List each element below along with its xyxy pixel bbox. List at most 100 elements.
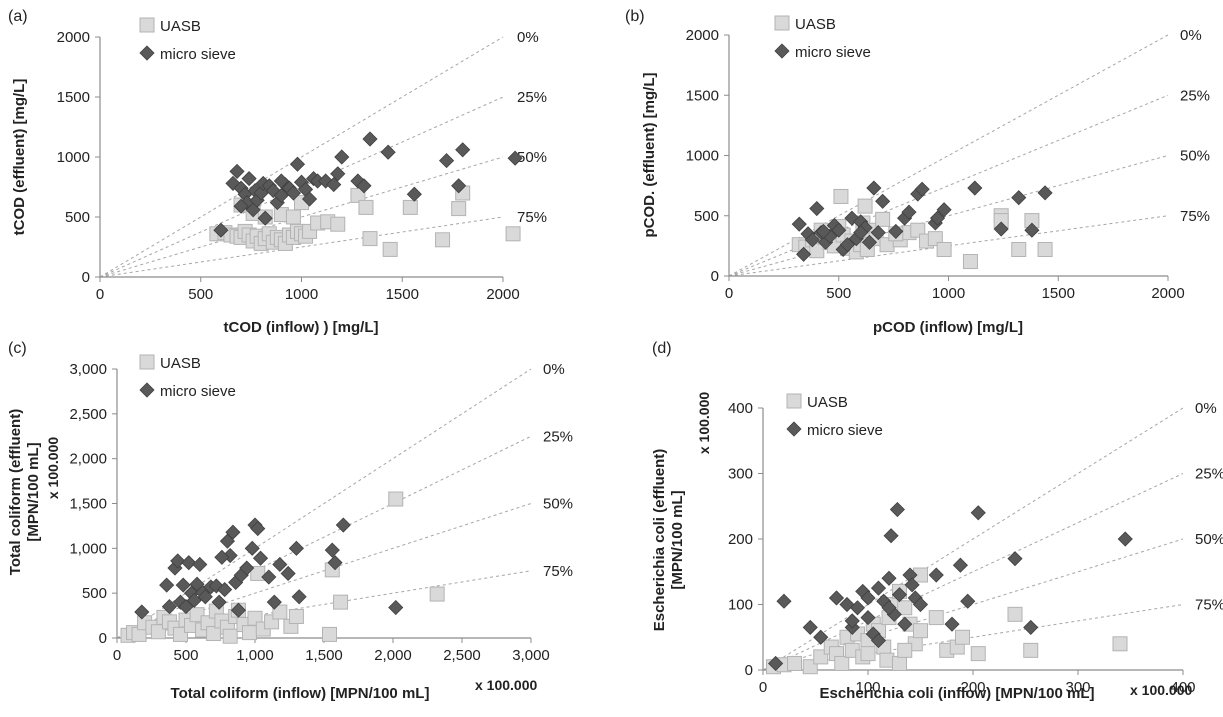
y-tick-label: 100 bbox=[728, 597, 753, 614]
panel-label: (a) bbox=[8, 8, 28, 25]
micro-sieve-point bbox=[804, 232, 820, 248]
micro-sieve-point bbox=[809, 200, 825, 217]
x-multiplier-label: x 100.000 bbox=[475, 677, 537, 693]
x-axis-title: tCOD (inflow) ) [mg/L] bbox=[224, 319, 379, 336]
legend-marker-uasb bbox=[774, 15, 790, 31]
micro-sieve-point bbox=[883, 528, 899, 544]
micro-sieve-point bbox=[914, 181, 930, 197]
uasb-point bbox=[928, 610, 944, 626]
ref-line-3 bbox=[99, 216, 504, 278]
y-tick-label: 2000 bbox=[686, 27, 719, 44]
micro-sieve-point bbox=[229, 163, 245, 179]
micro-sieve-point bbox=[451, 178, 467, 194]
uasb-point bbox=[1037, 241, 1053, 257]
ref-line-3 bbox=[762, 604, 1184, 671]
uasb-point bbox=[206, 626, 222, 642]
x-tick-label: 500 bbox=[173, 647, 198, 664]
micro-sieve-point bbox=[1023, 619, 1039, 635]
ref-line-label: 25% bbox=[1180, 87, 1210, 104]
micro-sieve-point bbox=[170, 553, 186, 569]
uasb-point bbox=[382, 241, 398, 257]
micro-sieve-point bbox=[815, 223, 831, 239]
uasb-point bbox=[1011, 241, 1027, 257]
micro-sieve-point bbox=[289, 156, 306, 172]
y-tick-label: 1,000 bbox=[69, 540, 107, 557]
micro-sieve-point bbox=[802, 619, 818, 635]
micro-sieve-point bbox=[860, 590, 876, 606]
y-tick-label: 1000 bbox=[57, 149, 90, 166]
y-tick-label: 2,500 bbox=[69, 406, 107, 423]
legend-marker-micro-sieve bbox=[139, 45, 155, 61]
ref-line-label: 50% bbox=[517, 149, 547, 166]
legend-label: micro sieve bbox=[160, 46, 236, 63]
micro-sieve-point bbox=[239, 560, 255, 576]
x-tick-label: 1500 bbox=[1042, 285, 1075, 302]
y-tick-label: 2000 bbox=[57, 29, 90, 46]
legend-marker-uasb bbox=[139, 354, 155, 370]
panel-a: 0% 25% 50% 75% 0 500 1000 1500 2000 0 500 1000 1500 2… bbox=[8, 8, 547, 336]
uasb-point bbox=[970, 646, 986, 662]
uasb-point bbox=[936, 241, 952, 257]
y-tick-label: 500 bbox=[82, 585, 107, 602]
micro-sieve-point bbox=[261, 569, 277, 585]
panel-c: 0% 25% 50% 75% 0 500 1,000 1,500 2,000 2,500 3,000… bbox=[7, 340, 573, 702]
y-axis-title: tCOD (effluent) [mg/L] bbox=[11, 79, 28, 236]
micro-sieve-point bbox=[186, 592, 202, 608]
x-tick-label: 1,000 bbox=[236, 647, 274, 664]
uasb-point bbox=[222, 628, 238, 644]
uasb-point bbox=[879, 652, 895, 668]
y-tick-label: 1,500 bbox=[69, 496, 107, 513]
ref-line-label: 50% bbox=[1180, 148, 1210, 165]
uasb-point bbox=[358, 199, 374, 215]
micro-sieve-point bbox=[380, 144, 396, 160]
legend-label: micro sieve bbox=[807, 422, 883, 439]
y-tick-label: 2,000 bbox=[69, 451, 107, 468]
y-tick-label: 0 bbox=[82, 269, 90, 286]
micro-sieve-point bbox=[335, 517, 351, 533]
micro-sieve-point bbox=[455, 142, 471, 158]
micro-sieve-point bbox=[291, 589, 307, 605]
micro-sieve-point bbox=[891, 587, 908, 603]
ref-line-label: 25% bbox=[517, 89, 547, 106]
micro-sieve-point bbox=[970, 505, 986, 521]
ref-line-label: 50% bbox=[1195, 531, 1223, 548]
y-tick-label: 200 bbox=[728, 531, 753, 548]
y-multiplier-label: x 100.000 bbox=[696, 392, 712, 454]
micro-sieve-point bbox=[849, 600, 866, 616]
x-tick-label: 2000 bbox=[1151, 285, 1184, 302]
micro-sieve-point bbox=[241, 171, 257, 187]
y-tick-label: 0 bbox=[745, 662, 753, 679]
ref-line-label: 75% bbox=[1180, 208, 1210, 225]
y-axis-title: pCOD. (effluent) [mg/L] bbox=[641, 73, 658, 238]
x-tick-label: 0 bbox=[113, 647, 121, 664]
y-tick-label: 400 bbox=[728, 400, 753, 417]
x-tick-label: 0 bbox=[725, 285, 733, 302]
x-tick-label: 2000 bbox=[486, 286, 519, 303]
panel-d: 0% 25% 50% 75% 0 100 200 300 400 0 100 200 300 400 UAS… bbox=[651, 340, 1223, 702]
micro-sieve-point bbox=[967, 180, 983, 196]
micro-sieve-point bbox=[813, 629, 829, 645]
x-tick-label: 500 bbox=[826, 285, 851, 302]
y-tick-label: 0 bbox=[711, 268, 719, 285]
uasb-point bbox=[505, 226, 521, 242]
micro-sieve-point bbox=[280, 565, 296, 582]
micro-sieve-point bbox=[175, 577, 191, 593]
micro-sieve-point bbox=[1037, 185, 1053, 201]
x-tick-label: 1000 bbox=[285, 286, 318, 303]
ref-line-2 bbox=[99, 156, 504, 278]
micro-sieve-point bbox=[272, 556, 288, 573]
y-tick-label: 1500 bbox=[686, 87, 719, 104]
micro-sieve-point bbox=[230, 602, 247, 618]
micro-sieve-point bbox=[944, 616, 960, 632]
uasb-point bbox=[892, 655, 907, 671]
ref-line-1 bbox=[762, 473, 1184, 671]
micro-sieve-point bbox=[217, 582, 233, 598]
legend-marker-uasb bbox=[139, 17, 155, 33]
ref-line-1 bbox=[99, 96, 504, 278]
ref-line-label: 25% bbox=[543, 428, 573, 445]
uasb-point bbox=[330, 216, 346, 232]
micro-sieve-point bbox=[870, 632, 887, 649]
y-axis-title: Escherichia coli (effluent)[MPN/100 mL] bbox=[651, 449, 686, 632]
uasb-point bbox=[402, 199, 418, 215]
